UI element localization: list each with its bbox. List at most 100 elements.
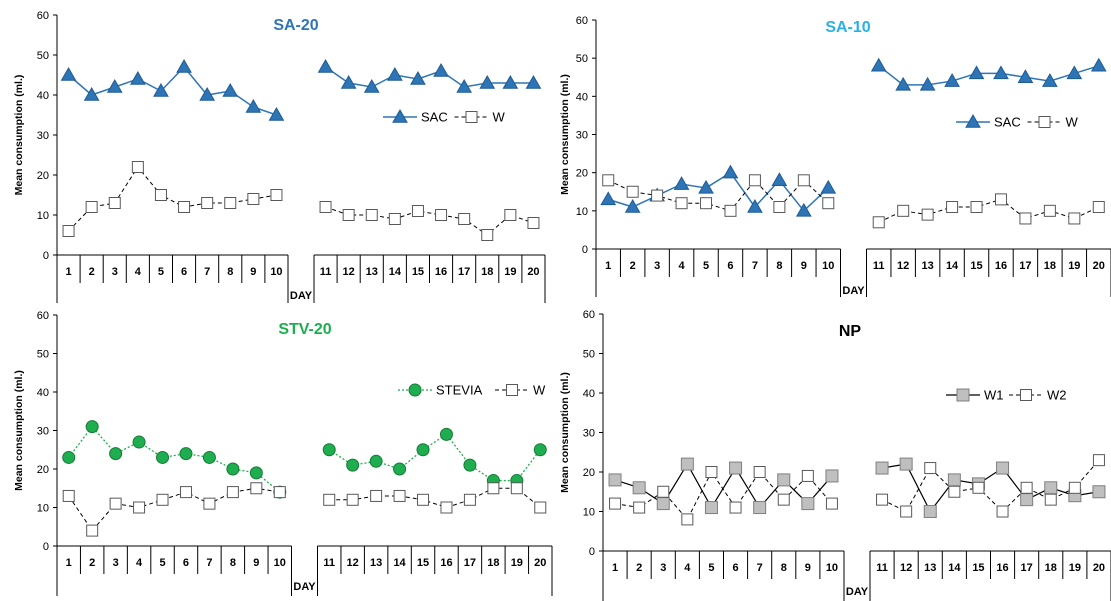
data-point-sac <box>153 82 169 97</box>
data-point-w1 <box>923 505 937 518</box>
x-tick-label: 12 <box>347 557 359 569</box>
x-tick-label: 12 <box>900 562 912 574</box>
y-tick-label: 30 <box>576 130 588 142</box>
y-axis-label: Mean consumption (ml.) <box>13 75 25 196</box>
data-point-w <box>109 497 122 510</box>
data-point-w1 <box>680 457 694 471</box>
data-point-sac <box>993 65 1009 80</box>
y-axis-label: Mean consumption (ml.) <box>559 372 571 493</box>
series-line-w <box>608 179 829 212</box>
legend-label-w2: W2 <box>1047 388 1067 403</box>
x-tick-label: 12 <box>343 266 355 278</box>
x-tick-label: 11 <box>873 260 885 272</box>
data-point-stevia <box>179 447 193 461</box>
data-point-w1 <box>753 501 767 515</box>
data-point-w <box>346 493 359 506</box>
data-point-stevia <box>156 450 170 464</box>
chart-title: NP <box>839 323 862 340</box>
data-point-sac <box>722 164 739 179</box>
data-point-w <box>370 489 383 502</box>
data-point-sac <box>673 176 690 190</box>
y-tick-label: 60 <box>576 15 588 27</box>
x-tick-label: 11 <box>323 557 335 569</box>
data-point-w <box>602 174 615 187</box>
data-point-w2 <box>825 497 838 510</box>
x-tick-label: 17 <box>1019 260 1031 272</box>
data-point-sac <box>600 191 617 206</box>
x-tick-label: 5 <box>703 260 709 272</box>
chart-panel-np: 0 10 20 30 40 50 60 1 2 3 4 5 6 7 8 9 10 11 12 13 14 15 16 17 18… <box>556 305 1111 601</box>
data-point-w2 <box>657 485 670 498</box>
x-tick-label: 4 <box>679 260 686 272</box>
data-point-w <box>365 209 378 221</box>
data-point-stevia <box>439 427 453 441</box>
data-point-w2 <box>948 485 961 498</box>
y-tick-label: 40 <box>37 387 49 399</box>
y-tick-label: 40 <box>583 388 595 400</box>
chart-title: SA-20 <box>273 17 318 34</box>
data-point-w2 <box>900 505 913 518</box>
data-point-sac <box>698 179 714 194</box>
series-line-sac <box>608 171 829 212</box>
data-point-sac <box>895 76 912 91</box>
y-tick-label: 50 <box>583 349 595 361</box>
x-tick-label: 15 <box>972 562 984 574</box>
legend-label-sac: SAC <box>421 110 448 125</box>
series-line-w <box>329 487 541 509</box>
data-point-w <box>481 229 494 241</box>
data-point-sac <box>944 73 960 87</box>
data-point-w <box>651 189 664 202</box>
data-point-w2 <box>705 466 718 478</box>
data-point-w <box>411 205 424 217</box>
data-point-sac <box>245 98 262 113</box>
x-tick-label: 4 <box>135 266 142 278</box>
data-point-w <box>748 174 761 187</box>
data-point-w <box>504 209 517 221</box>
data-point-w <box>872 216 885 229</box>
data-point-w <box>435 209 448 221</box>
x-tick-label: 4 <box>136 557 143 569</box>
data-point-stevia <box>533 443 547 457</box>
data-point-w <box>417 493 430 506</box>
x-tick-label: 6 <box>727 260 733 272</box>
legend-marker-sac <box>392 108 408 123</box>
x-tick-label: 20 <box>527 266 539 278</box>
data-point-w <box>133 501 146 514</box>
data-point-w <box>388 213 401 225</box>
data-point-w <box>224 197 237 209</box>
x-tick-label: 16 <box>435 266 447 278</box>
data-point-sac <box>747 199 763 213</box>
legend-label-w: W <box>1066 115 1079 130</box>
x-tick-label: 5 <box>159 557 165 569</box>
x-tick-label: 14 <box>389 266 402 278</box>
y-tick-label: 60 <box>37 310 49 322</box>
data-point-w2 <box>801 469 814 482</box>
legend-label-w: W <box>533 383 546 398</box>
x-tick-label: 1 <box>605 260 611 272</box>
x-tick-label: 14 <box>393 557 406 569</box>
x-tick-label: 20 <box>1093 562 1105 574</box>
legend-marker-w1 <box>956 388 970 402</box>
y-tick-label: 40 <box>576 91 588 103</box>
x-tick-label: 3 <box>112 266 118 278</box>
data-point-w1 <box>875 461 889 475</box>
x-tick-label: 15 <box>970 260 982 272</box>
x-axis-label: DAY <box>290 290 313 302</box>
data-point-w <box>323 493 336 506</box>
y-tick-label: 20 <box>37 170 49 182</box>
data-point-sac <box>60 66 77 81</box>
x-tick-label: 7 <box>752 260 758 272</box>
y-tick-label: 10 <box>37 503 49 515</box>
legend-marker-stevia <box>408 383 422 397</box>
data-point-w <box>463 493 476 506</box>
y-tick-label: 40 <box>37 90 49 102</box>
x-axis-label: DAY <box>846 586 869 598</box>
series-line-sac <box>325 66 534 88</box>
x-tick-label: 3 <box>660 562 666 574</box>
data-point-w <box>393 489 406 502</box>
legend-marker-sac <box>965 113 981 128</box>
x-tick-label: 6 <box>181 266 187 278</box>
x-tick-label: 15 <box>412 266 424 278</box>
x-tick-label: 14 <box>946 260 959 272</box>
